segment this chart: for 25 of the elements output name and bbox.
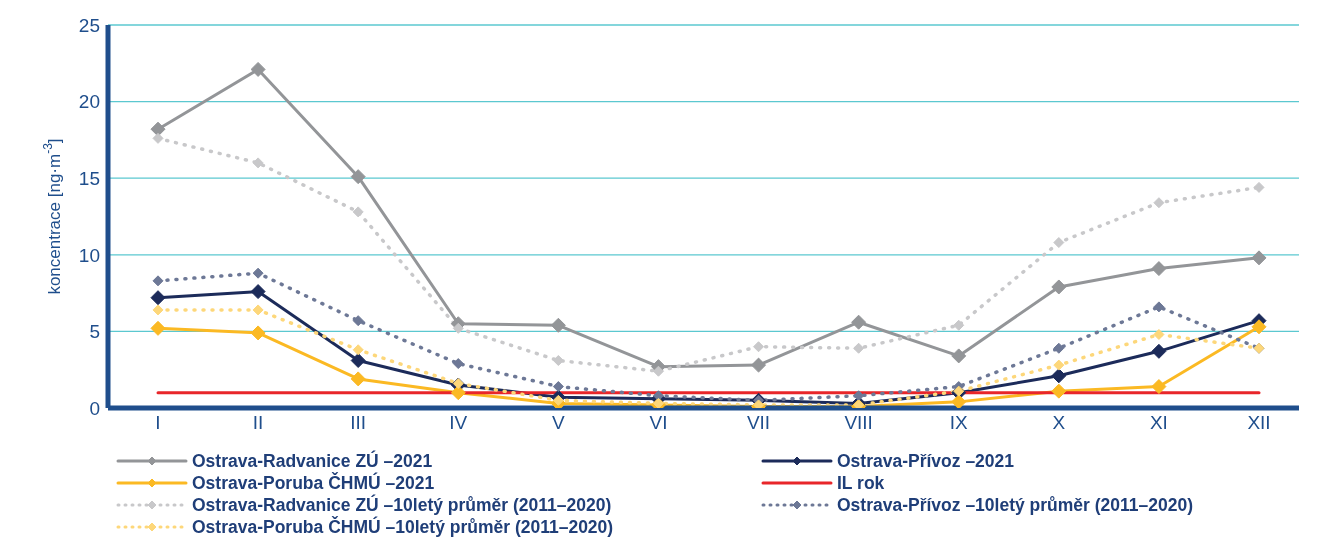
- x-tick-label: XI: [1149, 412, 1168, 434]
- x-tick-label: V: [552, 412, 566, 434]
- legend-label: Ostrava-Poruba ČHMÚ –10letý průměr (2011–2020): [192, 516, 614, 538]
- x-tick-label: XII: [1247, 412, 1271, 434]
- y-tick-label: 20: [78, 91, 100, 113]
- x-tick-label: II: [252, 412, 264, 434]
- legend-label: IL rok: [837, 472, 885, 494]
- legend-label: Ostrava-Přívoz –10letý průměr (2011–2020): [837, 494, 1194, 516]
- y-tick-label: 0: [89, 397, 100, 419]
- x-tick-label: III: [350, 412, 367, 434]
- x-tick-label: VI: [649, 412, 668, 434]
- y-tick-label: 25: [78, 14, 100, 36]
- y-tick-label: 15: [78, 167, 100, 189]
- x-tick-label: VIII: [844, 412, 873, 434]
- x-tick-label: IX: [949, 412, 969, 434]
- x-tick-label: X: [1052, 412, 1066, 434]
- legend-label: Ostrava-Přívoz –2021: [837, 450, 1015, 472]
- x-tick-label: VII: [746, 412, 771, 434]
- x-tick-label: IV: [449, 412, 468, 434]
- legend-label: Ostrava-Radvanice ZÚ –2021: [192, 450, 433, 472]
- legend-label: Ostrava-Poruba ČHMÚ –2021: [192, 472, 435, 494]
- x-tick-label: I: [155, 412, 161, 434]
- y-tick-label: 5: [89, 321, 100, 343]
- y-tick-label: 10: [78, 244, 100, 266]
- legend-label: Ostrava-Radvanice ZÚ –10letý průměr (2011–2020): [192, 494, 612, 516]
